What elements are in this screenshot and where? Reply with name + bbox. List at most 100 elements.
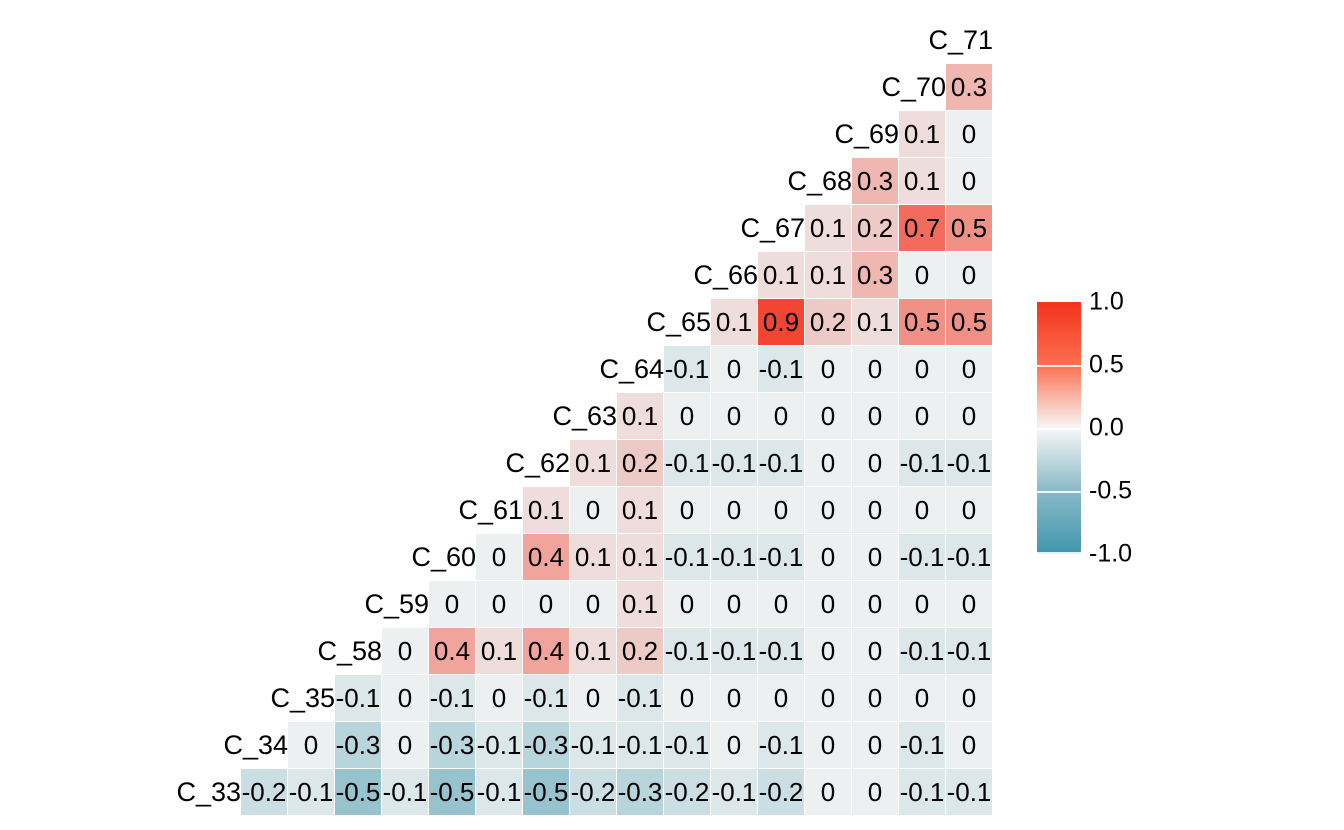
cell-value: 0 bbox=[679, 494, 695, 525]
cell-value: -0.1 bbox=[758, 729, 804, 760]
heatmap-cell: -0.1 bbox=[664, 628, 711, 675]
heatmap-cell: 0.5 bbox=[946, 299, 993, 346]
colorbar-tick-mark bbox=[1037, 365, 1081, 367]
cell-value: 0.1 bbox=[903, 118, 941, 149]
colorbar-tick-label: -0.5 bbox=[1089, 476, 1133, 505]
cell-value: 0 bbox=[820, 353, 836, 384]
heatmap-cell: -0.1 bbox=[758, 346, 805, 393]
cell-value: -0.1 bbox=[335, 682, 381, 713]
heatmap-cell: -0.1 bbox=[946, 440, 993, 487]
heatmap-cell: -0.1 bbox=[711, 628, 758, 675]
cell-value: -0.1 bbox=[288, 776, 334, 807]
heatmap-cell: 0 bbox=[805, 534, 852, 581]
heatmap-cell: -0.3 bbox=[335, 722, 382, 769]
heatmap-cell: 0.4 bbox=[523, 628, 570, 675]
cell-value: -0.1 bbox=[899, 776, 945, 807]
row-label-c_60: C_60 bbox=[411, 542, 476, 572]
heatmap-cell: -0.3 bbox=[429, 722, 476, 769]
cell-value: 0.2 bbox=[809, 306, 847, 337]
heatmap-cell: 0 bbox=[805, 675, 852, 722]
cell-value: 0 bbox=[961, 400, 977, 431]
heatmap-cell: 0 bbox=[805, 346, 852, 393]
heatmap-cell: 0 bbox=[805, 769, 852, 816]
cell-value: -0.1 bbox=[664, 729, 710, 760]
heatmap-cell: 0 bbox=[805, 393, 852, 440]
heatmap-cell: 0.2 bbox=[617, 628, 664, 675]
colorbar-tick-mark bbox=[1037, 552, 1081, 554]
colorbar-tick-label: 1.0 bbox=[1089, 287, 1124, 316]
cell-value: -0.1 bbox=[711, 635, 757, 666]
cell-value: 0 bbox=[867, 776, 883, 807]
heatmap-cell: 0 bbox=[476, 534, 523, 581]
heatmap-cell: -0.1 bbox=[429, 675, 476, 722]
heatmap-row: C_62 0.1 0.2 -0.1 -0.1 -0.1 0 0 -0.1 -0.1 bbox=[505, 440, 993, 487]
row-label-c_68: C_68 bbox=[787, 166, 852, 196]
heatmap-cell: 0.2 bbox=[617, 440, 664, 487]
heatmap-cell: 0 bbox=[711, 346, 758, 393]
heatmap-cell: 0.3 bbox=[852, 252, 899, 299]
cell-value: 0.1 bbox=[621, 494, 659, 525]
row-label-c_63: C_63 bbox=[552, 401, 617, 431]
cell-value: 0 bbox=[914, 494, 930, 525]
heatmap-cell: -0.3 bbox=[523, 722, 570, 769]
heatmap-row: C_66 0.1 0.1 0.3 0 0 bbox=[693, 252, 993, 299]
heatmap-cell: -0.2 bbox=[570, 769, 617, 816]
cell-value: 0 bbox=[867, 400, 883, 431]
heatmap-cell: 0 bbox=[946, 675, 993, 722]
heatmap-row: C_69 0.1 0 bbox=[834, 111, 993, 158]
heatmap-cell: 0 bbox=[711, 393, 758, 440]
heatmap-cell: 0 bbox=[946, 393, 993, 440]
heatmap-cell: 0.1 bbox=[617, 581, 664, 628]
cell-value: -0.1 bbox=[946, 541, 992, 572]
heatmap-cell: -0.1 bbox=[664, 534, 711, 581]
heatmap-cell: 0 bbox=[852, 534, 899, 581]
heatmap-cell: 0.1 bbox=[570, 440, 617, 487]
cell-value: 0.3 bbox=[856, 165, 894, 196]
row-label-c_64: C_64 bbox=[599, 354, 664, 384]
row-label-c_67: C_67 bbox=[740, 213, 805, 243]
heatmap-cell: -0.1 bbox=[946, 769, 993, 816]
heatmap-grid: C_71 C_70 0.3 C_69 0.1 0 C_68 0.3 0.1 0 C_67 0.1 0.2… bbox=[176, 25, 993, 816]
cell-value: 0 bbox=[303, 729, 319, 760]
cell-value: -0.1 bbox=[617, 682, 663, 713]
heatmap-cell: -0.1 bbox=[899, 534, 946, 581]
cell-value: -0.1 bbox=[382, 776, 428, 807]
heatmap-cell: -0.1 bbox=[899, 722, 946, 769]
cell-value: 0 bbox=[867, 635, 883, 666]
cell-value: -0.1 bbox=[758, 635, 804, 666]
heatmap-cell: 0 bbox=[946, 252, 993, 299]
heatmap-row: C_58 0 0.4 0.1 0.4 0.1 0.2 -0.1 -0.1 -0.1 0 0 -0.1 -0… bbox=[317, 628, 993, 675]
heatmap-row: C_67 0.1 0.2 0.7 0.5 bbox=[740, 205, 993, 252]
heatmap-cell: 0 bbox=[711, 487, 758, 534]
colorbar-tick-mark bbox=[1037, 491, 1081, 493]
heatmap-cell: 0 bbox=[852, 722, 899, 769]
cell-value: 0 bbox=[679, 682, 695, 713]
heatmap-cell: 0 bbox=[570, 581, 617, 628]
cell-value: 0 bbox=[914, 588, 930, 619]
heatmap-cell: -0.1 bbox=[946, 534, 993, 581]
heatmap-cell: -0.1 bbox=[664, 722, 711, 769]
heatmap-cell: 0 bbox=[429, 581, 476, 628]
heatmap-cell: -0.1 bbox=[664, 440, 711, 487]
heatmap-cell: 0 bbox=[382, 722, 429, 769]
heatmap-cell: -0.1 bbox=[899, 769, 946, 816]
cell-value: 0 bbox=[961, 165, 977, 196]
heatmap-cell: 0 bbox=[852, 487, 899, 534]
heatmap-cell: 0.1 bbox=[899, 111, 946, 158]
cell-value: 0.1 bbox=[809, 212, 847, 243]
colorbar-tick-label: 0.0 bbox=[1089, 413, 1124, 442]
heatmap-cell: 0 bbox=[664, 487, 711, 534]
heatmap-cell: -0.1 bbox=[617, 675, 664, 722]
heatmap-row: C_70 0.3 bbox=[881, 64, 993, 111]
cell-value: -0.1 bbox=[758, 447, 804, 478]
cell-value: 0 bbox=[961, 682, 977, 713]
heatmap-cell: 0 bbox=[946, 158, 993, 205]
cell-value: 0 bbox=[726, 400, 742, 431]
heatmap-cell: 0.9 bbox=[758, 299, 805, 346]
heatmap-cell: 0 bbox=[805, 628, 852, 675]
cell-value: 0.1 bbox=[574, 541, 612, 572]
heatmap-cell: 0 bbox=[382, 675, 429, 722]
heatmap-cell: 0.1 bbox=[805, 205, 852, 252]
cell-value: -0.1 bbox=[523, 682, 569, 713]
colorbar-tick-label: -1.0 bbox=[1089, 539, 1133, 568]
